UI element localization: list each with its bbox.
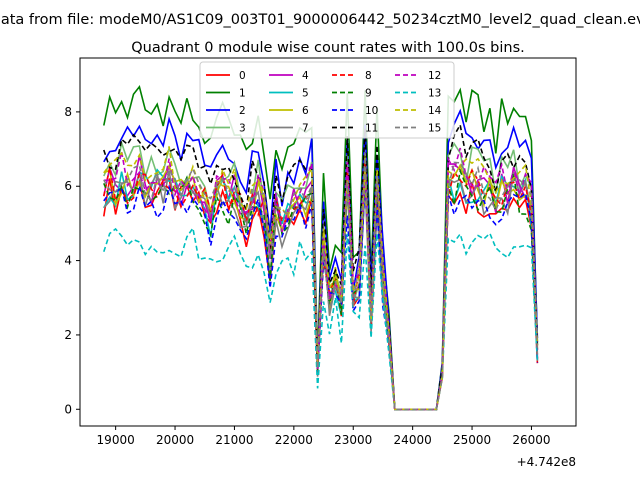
legend-label-1: 1 (239, 88, 246, 100)
x-tick-label: 26000 (512, 433, 550, 447)
legend-label-8: 8 (365, 70, 372, 82)
legend-label-2: 2 (239, 105, 246, 117)
legend-label-11: 11 (365, 123, 378, 135)
legend-label-10: 10 (365, 105, 378, 117)
legend-label-12: 12 (428, 70, 441, 82)
y-tick-label: 8 (64, 105, 72, 119)
legend-label-13: 13 (428, 88, 441, 100)
series-lines-layer (103, 85, 539, 411)
series-line-10 (103, 178, 539, 411)
x-axis-ticks: 19000 20000 21000 22000 23000 24000 25000 26000 (97, 426, 551, 447)
x-tick-label: 23000 (334, 433, 372, 447)
x-tick-label: 20000 (156, 433, 194, 447)
x-tick-label: 25000 (453, 433, 491, 447)
y-tick-label: 6 (64, 179, 72, 193)
legend-label-15: 15 (428, 123, 441, 135)
series-line-15 (103, 153, 539, 411)
y-tick-label: 2 (64, 328, 72, 342)
legend-label-7: 7 (302, 123, 309, 135)
legend-label-14: 14 (428, 105, 442, 117)
y-tick-label: 0 (64, 402, 72, 416)
legend-frame (199, 61, 455, 139)
axes-frame (79, 57, 577, 427)
series-line-13 (103, 226, 539, 411)
x-tick-label: 21000 (215, 433, 253, 447)
legend-label-4: 4 (302, 70, 309, 82)
x-tick-label: 22000 (275, 433, 313, 447)
legend-label-6: 6 (302, 105, 309, 117)
legend-label-9: 9 (365, 88, 372, 100)
legend-label-3: 3 (239, 123, 246, 135)
chart-title: Quadrant 0 module wise count rates with … (131, 40, 525, 56)
series-line-2 (103, 108, 539, 411)
y-tick-label: 4 (64, 254, 72, 268)
x-tick-label: 19000 (97, 433, 135, 447)
y-axis-ticks: 0 2 4 6 8 (64, 105, 80, 416)
legend-label-5: 5 (302, 88, 309, 100)
legend-label-0: 0 (239, 70, 246, 82)
x-axis-offset-label: +4.742e8 (517, 455, 576, 469)
x-tick-label: 24000 (394, 433, 432, 447)
figure-suptitle: Data from file: modeM0/AS1C09_003T01_900… (0, 12, 640, 28)
